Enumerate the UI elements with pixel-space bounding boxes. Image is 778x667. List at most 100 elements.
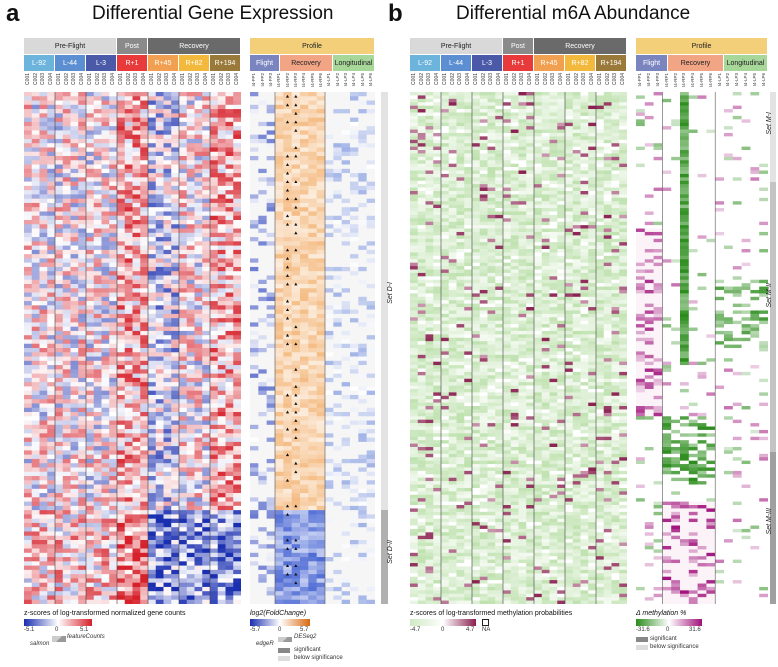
expression-cell [171,360,180,366]
expression-cell [210,548,219,554]
expression-cell [140,215,149,221]
expression-cell [124,484,133,490]
expression-cell [62,360,71,366]
expression-cell [70,211,79,217]
expression-cell [140,249,149,255]
expression-cell [124,245,133,251]
expression-cell [179,599,188,604]
foldchange-cell [300,271,309,276]
expression-cell [117,377,126,383]
foldchange-cell [333,352,342,357]
foldchange-cell [333,92,342,97]
foldchange-cell [341,463,351,468]
expression-cell [93,271,102,276]
expression-cell [109,458,118,464]
foldchange-cell [333,96,342,101]
expression-cell [93,177,102,182]
foldchange-cell [341,424,351,430]
expression-cell [217,458,226,464]
foldchange-cell [316,377,326,383]
expression-cell [171,424,180,430]
expression-cell [233,450,241,455]
foldchange-cell [275,164,284,170]
expression-cell [225,595,234,601]
expression-cell [124,527,133,532]
expression-cell [55,202,64,208]
expression-cell [109,599,118,604]
foldchange-cell [291,574,301,579]
expression-cell [39,569,48,575]
foldchange-cell [333,335,342,340]
foldchange-cell [341,544,351,549]
expression-cell [117,403,126,409]
expression-cell [24,407,33,413]
expression-cell [86,552,95,558]
foldchange-cell [275,168,284,174]
expression-cell [47,249,56,255]
foldchange-cell [266,104,276,110]
foldchange-cell [300,412,309,417]
expression-cell [148,412,157,417]
expression-cell [124,147,133,153]
expression-cell [233,266,241,272]
foldchange-cell [325,258,334,263]
expression-cell [132,185,141,191]
foldchange-cell [341,113,351,118]
foldchange-cell [275,497,284,502]
expression-cell [233,437,241,443]
expression-cell [78,266,87,272]
expression-cell [24,382,33,387]
foldchange-cell [300,164,309,170]
foldchange-cell [300,386,309,391]
expression-cell [93,437,102,443]
expression-cell [39,318,48,323]
expression-cell [39,284,48,289]
expression-cell [155,497,164,502]
expression-cell [70,121,79,127]
expression-cell [117,92,126,97]
foldchange-cell [250,446,259,451]
expression-cell [93,446,102,451]
expression-cell [101,394,110,400]
tp-l92: L-92 [24,55,55,71]
expression-cell [31,322,40,327]
foldchange-cell [250,497,259,502]
expression-cell [24,356,33,362]
expression-cell [140,168,149,174]
expression-cell [210,232,219,238]
expression-cell [179,535,188,541]
expression-cell [210,279,219,285]
expression-cell [225,505,234,511]
expression-cell [225,450,234,455]
expression-cell [86,352,95,357]
expression-cell [140,394,149,400]
expression-cell [93,254,102,259]
expression-cell [55,117,64,123]
foldchange-cell [350,518,359,524]
foldchange-cell [333,220,342,225]
expression-cell [155,578,164,583]
expression-cell [202,100,211,106]
expression-cell [109,352,118,357]
expression-cell [163,540,172,545]
expression-cell [86,181,95,187]
expression-cell [55,501,64,507]
foldchange-cell [250,476,259,481]
expression-cell [163,194,172,199]
foldchange-cell [341,429,351,434]
expression-cell [101,501,110,507]
foldchange-cell [258,458,267,464]
expression-cell [31,505,40,511]
foldchange-cell [283,266,292,272]
panel-a-expression-heatmap [24,92,241,604]
expression-cell [31,390,40,396]
expression-cell [210,100,219,106]
expression-cell [86,258,95,263]
expression-cell [217,198,226,204]
foldchange-cell [258,335,267,340]
expression-cell [70,544,79,549]
foldchange-cell [316,104,326,110]
expression-cell [186,352,195,357]
foldchange-cell [283,433,292,438]
expression-cell [47,356,56,362]
